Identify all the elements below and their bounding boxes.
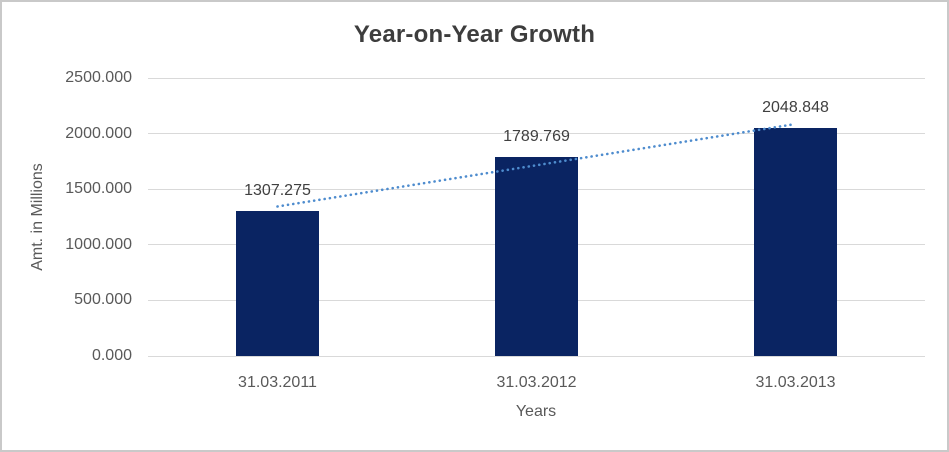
y-tick-label: 2000.000	[65, 124, 132, 142]
gridline	[148, 355, 925, 357]
bar	[236, 210, 319, 356]
y-tick-label: 2500.000	[65, 69, 132, 86]
bar-value-label: 1789.769	[503, 127, 570, 145]
gridline	[148, 77, 925, 79]
chart-title: Year-on-Year Growth	[353, 21, 596, 48]
y-tick-label: 1500.000	[65, 180, 132, 198]
bar	[495, 156, 578, 356]
y-tick-label: 500.000	[74, 291, 132, 309]
x-tick-label: 31.03.2013	[755, 374, 836, 391]
x-tick-label: 31.03.2011	[238, 374, 317, 391]
bar-value-label: 1307.275	[244, 181, 311, 199]
x-axis-title: Years	[515, 403, 557, 420]
x-tick-label: 31.03.2012	[496, 374, 577, 391]
bar	[754, 128, 837, 356]
bar-value-label: 2048.848	[762, 99, 829, 117]
y-tick-label: 1000.000	[65, 235, 132, 253]
y-tick-label: 0.000	[91, 347, 132, 364]
